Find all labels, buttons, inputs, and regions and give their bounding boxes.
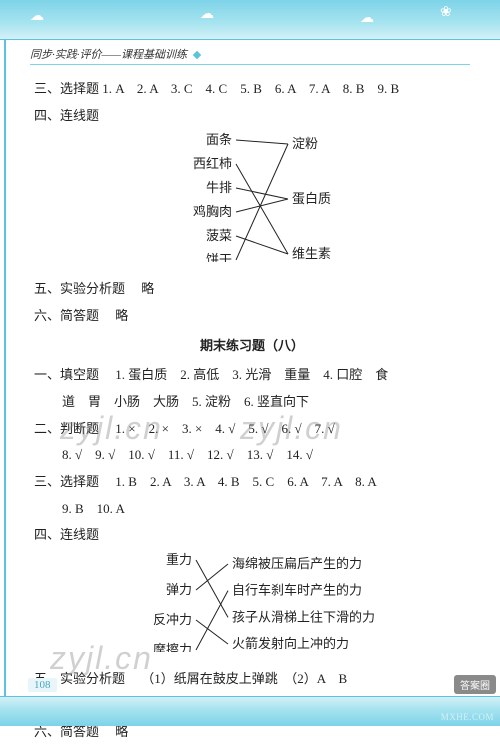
match2-section: 四、连线题 [34, 523, 470, 548]
fill-text: 1. 蛋白质 2. 高低 3. 光滑 重量 4. 口腔 食 [115, 367, 388, 382]
svg-text:维生素: 维生素 [292, 246, 331, 261]
svg-text:牛排: 牛排 [206, 180, 232, 195]
judge-section: 二、判断题 1. × 2. × 3. × 4. √ 5. √ 6. √ 7. √ [34, 417, 470, 442]
match-svg-2: 重力弹力反冲力摩擦力 海绵被压扁后产生的力自行车刹车时产生的力孩子从滑梯上往下滑的… [92, 552, 412, 652]
svg-text:海绵被压扁后产生的力: 海绵被压扁后产生的力 [232, 556, 362, 571]
choice2-text: 1. B 2. A 3. A 4. B 5. C 6. A 7. A 8. A [115, 474, 377, 489]
svg-text:摩擦力: 摩擦力 [153, 642, 192, 652]
exam-title: 期末练习题（八） [34, 334, 470, 359]
section-label: 六、简答题 [34, 724, 99, 739]
fill-section: 一、填空题 1. 蛋白质 2. 高低 3. 光滑 重量 4. 口腔 食 [34, 363, 470, 388]
section-choice: 三、选择题 1. A 2. A 3. C 4. C 5. B 6. A 7. A… [34, 77, 470, 102]
section-label: 三、选择题 [34, 81, 99, 96]
exp2-text: （1）纸屑在鼓皮上弹跳 （2）A B [141, 671, 347, 686]
exp2-section: 五、实验分析题 （1）纸屑在鼓皮上弹跳 （2）A B [34, 667, 470, 692]
section-label: 四、连线题 [34, 108, 99, 123]
section-label: 五、实验分析题 [34, 281, 125, 296]
book-header: 同步·实践·评价——课程基础训练 [30, 46, 470, 65]
section-label: 六、简答题 [34, 308, 99, 323]
svg-text:淀粉: 淀粉 [292, 136, 318, 151]
omit-text: 略 [115, 308, 128, 323]
short2-text: 略 [115, 724, 128, 739]
svg-text:面条: 面条 [206, 132, 232, 147]
section-label: 一、填空题 [34, 367, 99, 382]
svg-text:孩子从滑梯上往下滑的力: 孩子从滑梯上往下滑的力 [232, 609, 375, 624]
cloud-icon: ☁ [200, 6, 214, 23]
choice2-cont: 9. B 10. A [34, 497, 470, 522]
svg-text:火箭发射向上冲的力: 火箭发射向上冲的力 [232, 636, 349, 651]
judge-text: 1. × 2. × 3. × 4. √ 5. √ 6. √ 7. √ [115, 421, 335, 436]
cloud-icon: ☁ [360, 10, 374, 27]
omit-text: 略 [141, 281, 154, 296]
svg-text:西红柿: 西红柿 [193, 156, 232, 171]
left-stripe [4, 40, 6, 696]
match-diagram-1: 面条西红柿牛排鸡胸肉菠菜饼干 淀粉蛋白质维生素 [122, 132, 382, 271]
corner-watermark: MXHE.COM [441, 712, 494, 722]
svg-text:菠菜: 菠菜 [206, 228, 232, 243]
section-label: 四、连线题 [34, 527, 99, 542]
header-title: 同步·实践·评价——课程基础训练 [30, 49, 187, 61]
fill-cont: 道 胃 小肠 大肠 5. 淀粉 6. 竖直向下 [34, 390, 470, 415]
match-diagram-2: 重力弹力反冲力摩擦力 海绵被压扁后产生的力自行车刹车时产生的力孩子从滑梯上往下滑的… [92, 552, 412, 661]
svg-text:重力: 重力 [166, 552, 192, 567]
answer-badge: 答案圈 [454, 675, 496, 694]
svg-text:鸡胸肉: 鸡胸肉 [193, 204, 232, 219]
section-label: 二、判断题 [34, 421, 99, 436]
page-content: 三、选择题 1. A 2. A 3. C 4. C 5. B 6. A 7. A… [0, 67, 500, 745]
section-label: 三、选择题 [34, 474, 99, 489]
top-decor: ☁ ☁ ☁ ❀ [0, 0, 500, 40]
svg-text:饼干: 饼干 [206, 252, 232, 262]
page-number: 108 [28, 678, 57, 692]
svg-text:弹力: 弹力 [166, 582, 192, 597]
judge-cont: 8. √ 9. √ 10. √ 11. √ 12. √ 13. √ 14. √ [34, 443, 470, 468]
bottom-decor: MXHE.COM [0, 696, 500, 726]
match-svg-1: 面条西红柿牛排鸡胸肉菠菜饼干 淀粉蛋白质维生素 [122, 132, 382, 262]
choice-answers: 1. A 2. A 3. C 4. C 5. B 6. A 7. A 8. B … [102, 81, 399, 96]
section-exp: 五、实验分析题 略 [34, 277, 470, 302]
section-short: 六、简答题 略 [34, 304, 470, 329]
cloud-icon: ❀ [440, 4, 452, 21]
svg-text:自行车刹车时产生的力: 自行车刹车时产生的力 [232, 583, 362, 598]
choice2-section: 三、选择题 1. B 2. A 3. A 4. B 5. C 6. A 7. A… [34, 470, 470, 495]
svg-text:反冲力: 反冲力 [153, 612, 192, 627]
svg-text:蛋白质: 蛋白质 [292, 191, 331, 206]
cloud-icon: ☁ [30, 8, 44, 25]
diamond-icon [193, 51, 201, 59]
section-match: 四、连线题 [34, 104, 470, 129]
